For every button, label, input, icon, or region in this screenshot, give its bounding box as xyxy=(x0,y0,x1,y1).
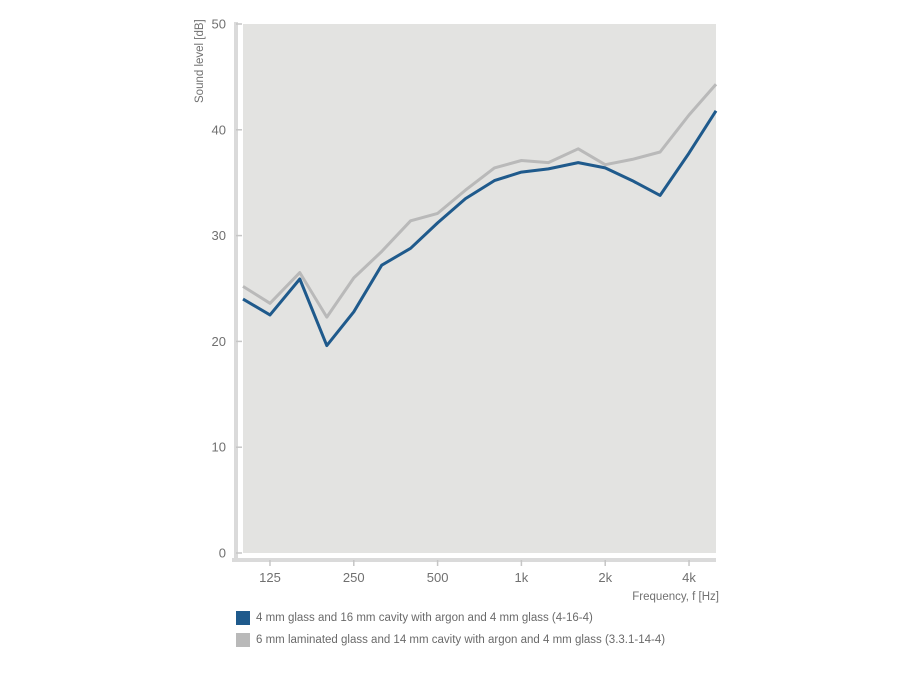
y-tick-label: 50 xyxy=(212,17,226,32)
x-axis-title: Frequency, f [Hz] xyxy=(632,591,719,603)
y-tick-label: 0 xyxy=(219,546,226,561)
x-axis: 125 250 500 1k 2k 4k xyxy=(232,558,716,585)
y-axis: 0 10 20 30 40 50 xyxy=(212,17,242,561)
series-line-1 xyxy=(242,109,718,348)
x-tick-label: 2k xyxy=(598,570,612,585)
legend-label-series-2: 6 mm laminated glass and 14 mm cavity wi… xyxy=(256,634,666,646)
plot-background xyxy=(243,24,716,553)
series-line-2 xyxy=(242,83,718,319)
y-tick-label: 40 xyxy=(212,122,226,137)
y-tick-label: 20 xyxy=(212,334,226,349)
x-tick-label: 250 xyxy=(343,570,365,585)
x-tick-label: 125 xyxy=(259,570,281,585)
x-tick-label: 500 xyxy=(427,570,449,585)
y-tick-label: 30 xyxy=(212,228,226,243)
y-axis-title: Sound level [dB] xyxy=(194,19,206,103)
legend-label-series-1: 4 mm glass and 16 mm cavity with argon a… xyxy=(256,612,593,624)
legend-item: 6 mm laminated glass and 14 mm cavity wi… xyxy=(236,629,665,651)
x-tick-label: 4k xyxy=(682,570,696,585)
y-tick-label: 10 xyxy=(212,440,226,455)
x-tick-label: 1k xyxy=(515,570,529,585)
legend-item: 4 mm glass and 16 mm cavity with argon a… xyxy=(236,607,665,629)
legend: 4 mm glass and 16 mm cavity with argon a… xyxy=(236,607,665,651)
series-lines xyxy=(242,83,718,348)
legend-swatch-series-2 xyxy=(236,633,250,647)
legend-swatch-series-1 xyxy=(236,611,250,625)
